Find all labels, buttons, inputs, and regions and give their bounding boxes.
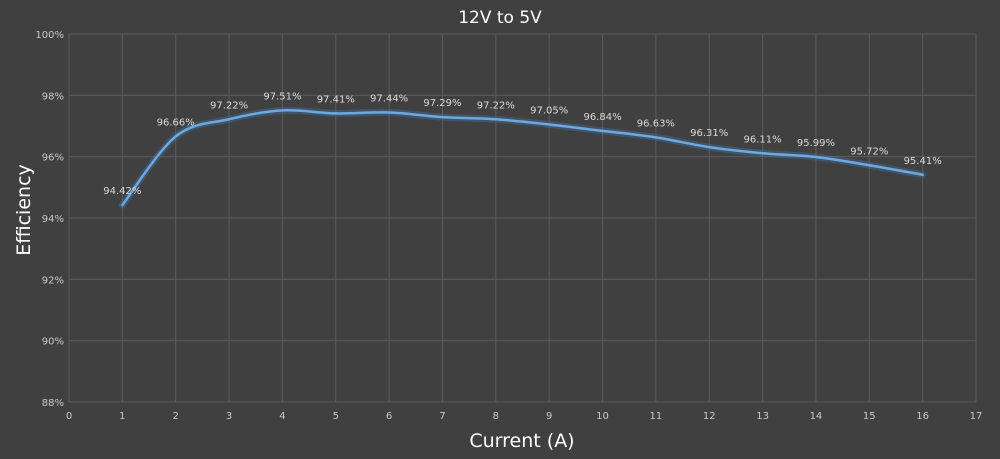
- data-point: [814, 155, 818, 159]
- data-point: [440, 115, 444, 119]
- x-tick-label: 11: [650, 411, 663, 422]
- series-line: [121, 108, 924, 207]
- data-point: [867, 163, 871, 167]
- data-label: 97.44%: [370, 94, 408, 105]
- y-axis-label: Efficiency: [13, 164, 35, 256]
- x-tick-label: 1: [119, 411, 125, 422]
- series-layer: [118, 106, 927, 209]
- data-point: [761, 151, 765, 155]
- x-tick-label: 6: [386, 411, 392, 422]
- data-point: [120, 203, 124, 207]
- y-tick-label: 88%: [42, 398, 64, 409]
- y-tick-label: 90%: [42, 337, 64, 348]
- data-point: [174, 134, 178, 138]
- x-tick-label: 12: [703, 411, 716, 422]
- data-point: [227, 117, 231, 121]
- y-tick-label: 96%: [42, 153, 64, 164]
- data-point: [547, 122, 551, 126]
- data-point: [654, 135, 658, 139]
- data-label: 97.29%: [423, 98, 461, 109]
- data-label: 94.42%: [103, 186, 141, 197]
- y-tick-label: 100%: [35, 30, 64, 41]
- data-point: [280, 108, 284, 112]
- x-tick-label: 13: [756, 411, 769, 422]
- data-label: 95.99%: [797, 138, 835, 149]
- data-label-layer: 94.42% 96.66% 97.22% 97.51% 97.41% 97.44% 97.2…: [103, 91, 941, 197]
- chart-title: 12V to 5V: [458, 8, 542, 28]
- data-point: [601, 129, 605, 133]
- x-tick-label: 2: [173, 411, 179, 422]
- data-label: 96.63%: [637, 118, 675, 129]
- x-tick-label: 10: [596, 411, 609, 422]
- x-tick-label: 15: [863, 411, 876, 422]
- x-tick-label: 5: [333, 411, 339, 422]
- x-tick-label: 7: [439, 411, 445, 422]
- data-label: 97.05%: [530, 105, 568, 116]
- tick-label-layer: 0 1 2 3 4 5 6 7 8 9 10 11 12 13 14 15 16 1788%90%92%94%96…: [35, 30, 982, 422]
- data-label: 97.22%: [477, 100, 515, 111]
- data-label: 97.22%: [210, 100, 248, 111]
- data-point: [334, 111, 338, 115]
- x-tick-label: 9: [546, 411, 552, 422]
- data-label: 96.31%: [690, 128, 728, 139]
- grid-layer: [68, 33, 977, 403]
- data-point: [387, 111, 391, 115]
- x-axis-label: Current (A): [469, 430, 574, 452]
- data-label: 96.84%: [583, 112, 621, 123]
- x-tick-label: 8: [493, 411, 499, 422]
- data-label: 97.41%: [317, 94, 355, 105]
- data-point: [707, 145, 711, 149]
- data-label: 97.51%: [263, 91, 301, 102]
- data-point: [494, 117, 498, 121]
- y-tick-label: 98%: [42, 91, 64, 102]
- data-label: 96.66%: [157, 117, 195, 128]
- data-point: [921, 173, 925, 177]
- data-label: 95.72%: [850, 146, 888, 157]
- x-tick-label: 4: [279, 411, 285, 422]
- series-line-glow: [118, 106, 927, 209]
- x-tick-label: 3: [226, 411, 232, 422]
- x-tick-label: 14: [810, 411, 823, 422]
- y-tick-label: 92%: [42, 275, 64, 286]
- data-label: 95.41%: [904, 156, 942, 167]
- x-tick-label: 0: [66, 411, 72, 422]
- data-label: 96.11%: [744, 134, 782, 145]
- y-tick-label: 94%: [42, 214, 64, 225]
- x-tick-label: 17: [970, 411, 983, 422]
- x-tick-label: 16: [916, 411, 929, 422]
